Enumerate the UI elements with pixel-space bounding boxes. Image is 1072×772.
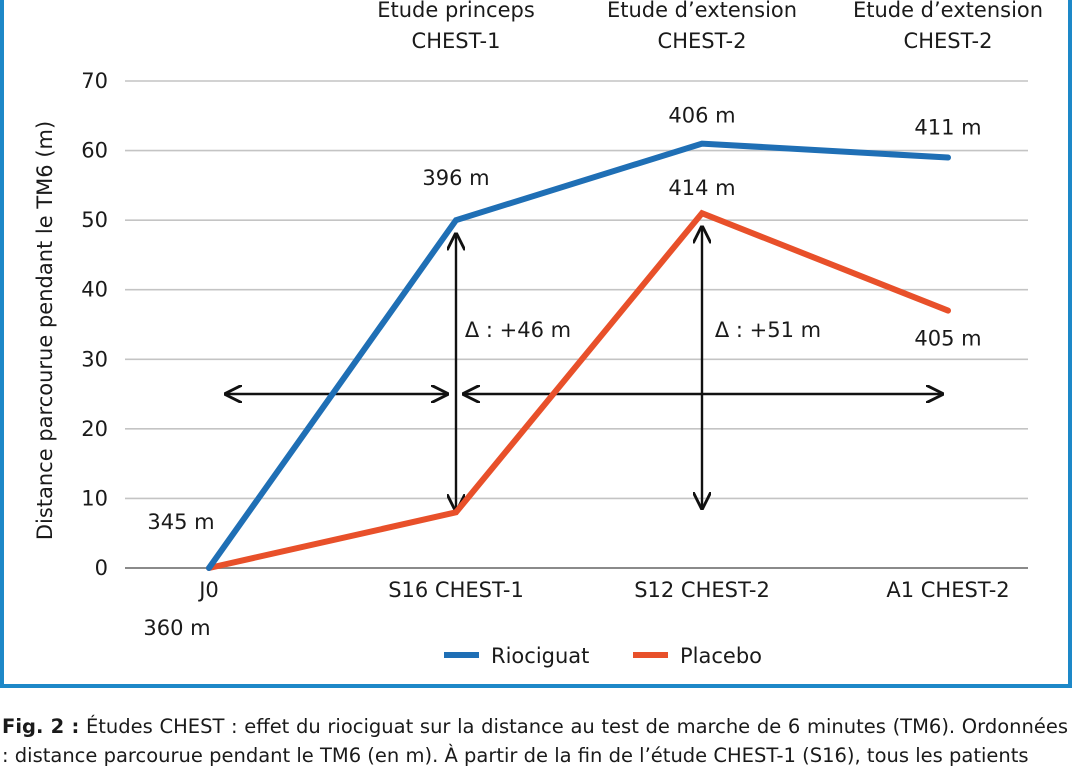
series-line-placebo: [206, 209, 951, 571]
line-chart: 0 10 20 30 40 50 60 70 Distance parcourue pendan…: [33, 0, 1043, 668]
figure-caption: Fig. 2 : Études CHEST : effet du riocigu…: [2, 712, 1068, 770]
riociguat-point-label: 406 m: [668, 104, 735, 128]
legend-label: Placebo: [680, 644, 762, 668]
column-header-line3: CHEST-2: [904, 29, 993, 53]
y-tick-label: 60: [81, 139, 108, 163]
y-tick-label: 70: [81, 69, 108, 93]
column-header-line2: Étude d’extension: [853, 0, 1043, 22]
legend-label: Riociguat: [491, 644, 589, 668]
riociguat-point-label: 411 m: [914, 116, 981, 140]
riociguat-point-label: 396 m: [422, 166, 489, 190]
placebo-point-label: 414 m: [668, 176, 735, 200]
y-tick-label: 10: [81, 486, 108, 510]
y-tick-label: 20: [81, 417, 108, 441]
caption-label: Fig. 2 :: [2, 715, 80, 738]
y-axis-title: Distance parcourue pendant le TM6 (m): [33, 121, 57, 540]
placebo-point-label: 360 m: [143, 616, 210, 640]
figure-frame: 0 10 20 30 40 50 60 70 Distance parcourue pendan…: [0, 0, 1072, 688]
y-tick-label: 40: [81, 278, 108, 302]
riociguat-point-label: 345 m: [147, 510, 214, 534]
y-tick-label: 0: [95, 556, 108, 580]
x-tick-label: S16 CHEST-1: [388, 578, 524, 602]
column-header-line2: Étude d’extension: [607, 0, 797, 22]
placebo-point-label: 405 m: [914, 327, 981, 351]
caption-text: Études CHEST : effet du riociguat sur la…: [2, 715, 1068, 767]
y-tick-label: 50: [81, 208, 108, 232]
series-line-riociguat: [206, 140, 951, 571]
y-tick-label: 30: [81, 347, 108, 371]
column-header-line2: Étude princeps: [377, 0, 535, 22]
delta-label: Δ : +51 m: [715, 318, 821, 342]
column-header-line3: CHEST-2: [658, 29, 747, 53]
x-tick-label: A1 CHEST-2: [886, 578, 1009, 602]
delta-label: Δ : +46 m: [465, 318, 571, 342]
column-header-line3: CHEST-1: [412, 29, 501, 53]
x-tick-label: J0: [197, 578, 219, 602]
x-tick-label: S12 CHEST-2: [634, 578, 770, 602]
